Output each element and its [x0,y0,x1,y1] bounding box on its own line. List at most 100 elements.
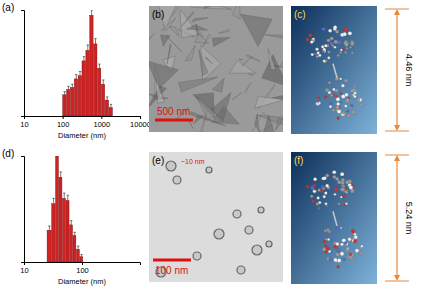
atom [321,185,324,188]
atom [337,54,340,57]
atom [310,186,313,189]
dimension-label: 5.24 nm [404,202,414,235]
atom [347,114,351,118]
bar [47,230,51,262]
error-bar [79,71,81,75]
error-bar-cap [75,74,77,75]
x-axis: 10100 [20,262,140,275]
error-bar-stem [60,172,61,177]
error-bar-cap [71,84,73,85]
atom [324,44,327,47]
error-bar [67,86,69,89]
atom [310,195,313,198]
atom [342,84,345,87]
particle-texture [149,61,178,88]
particle [252,245,262,255]
atom [353,239,357,243]
particle-texture [181,12,194,27]
atom [344,242,347,245]
particle-texture [219,30,229,34]
atom [328,29,332,33]
particle-texture [265,35,283,41]
atom [311,53,314,56]
atom [328,81,331,84]
arrow-head [394,275,400,281]
linker [333,211,337,226]
atom [337,249,340,252]
bar [66,201,69,262]
atom [311,187,314,190]
atom [334,188,338,192]
particle [233,210,241,218]
particle-texture [149,33,155,43]
atom [350,42,354,46]
atom [326,246,330,250]
atom [340,252,344,256]
arrow-head [394,9,400,15]
histogram-panel: 10100Diameter (nm)(d) [2,148,141,286]
particle-texture [268,49,276,70]
error-bar-cap [98,64,100,65]
x-axis: 10100100010000 [20,116,151,129]
bar [101,84,104,116]
particle-texture [204,6,235,9]
atom [351,52,353,54]
particle [166,161,176,171]
atom [309,34,312,37]
atom [330,94,333,97]
atom [341,84,344,87]
atom [348,238,351,241]
error-bar-stem [80,71,81,75]
particle-texture [249,74,254,76]
atom [350,104,353,107]
error-bar [87,45,89,50]
error-bar [59,172,61,177]
scale-bar [153,259,191,262]
error-bar [110,104,112,107]
error-bar-cap [94,38,96,39]
particle-texture [212,78,224,93]
bar [109,108,112,116]
particle-texture [233,6,241,19]
atom [324,96,327,99]
panel-label: (d) [2,148,14,159]
bar [90,15,93,116]
error-bar [67,195,69,200]
arrow-end [385,131,409,132]
atom [325,89,327,91]
particle-texture [196,24,198,36]
error-bar [94,39,96,44]
atom [306,38,309,41]
panel-label: (c) [294,9,306,20]
atom [345,180,349,184]
error-bar-stem [78,246,79,249]
error-bar-cap [110,104,112,105]
error-bar-stem [110,104,111,107]
x-tick: 100 [76,262,89,275]
error-bar-cap [90,10,92,11]
bar [74,79,77,116]
x-tick: 100 [57,116,70,129]
particle-texture [205,57,213,63]
particle-texture [185,45,195,61]
particle [237,266,245,274]
atom [354,235,358,239]
bar [94,44,97,116]
scale-bar-label: 500 nm [157,106,190,117]
atom [314,53,317,56]
atom [332,109,335,112]
error-bar-stem [68,86,69,89]
error-bar [98,64,100,68]
x-tick: 1000 [93,116,110,129]
atom [337,248,340,251]
error-bar [90,10,92,15]
error-bar-cap [63,91,65,92]
x-tick-label: 10 [20,120,28,129]
atom [317,96,319,98]
plot-area [63,10,113,116]
x-axis-line [25,117,141,120]
error-bar-stem [53,198,54,203]
atom [342,111,345,114]
atom [355,249,359,253]
molecular-model: (c) [291,6,377,134]
